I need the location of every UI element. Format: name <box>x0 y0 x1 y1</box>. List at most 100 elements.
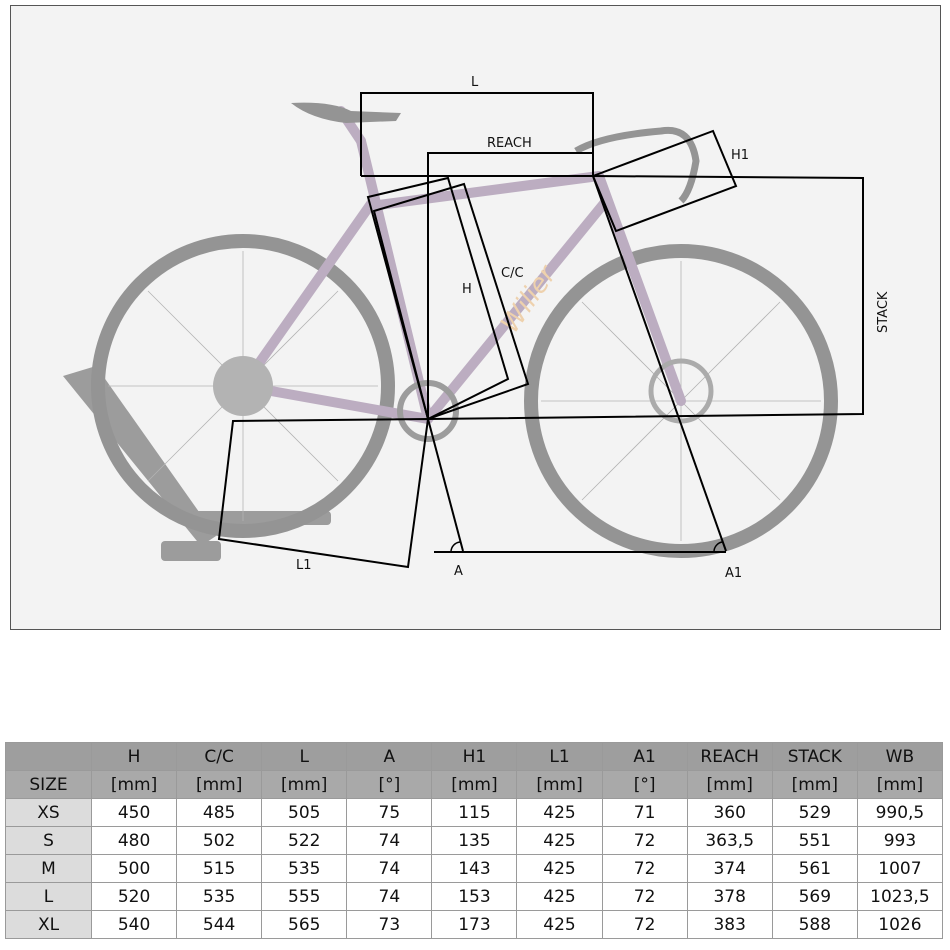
bike-illustration: Wilier L REACH H1 STACK C/C H L1 A A1 <box>63 75 891 581</box>
angle-a1-arc <box>713 541 723 553</box>
value-cell: 588 <box>771 910 858 939</box>
value-cell: 993 <box>856 826 944 855</box>
table-row: XS 450 485 505 75 115 425 71 360 529 990,5 <box>5 798 944 827</box>
h-box <box>372 182 530 421</box>
value-cell: 529 <box>771 798 858 827</box>
unit-header: [mm] <box>516 770 603 799</box>
header-blank <box>5 742 92 771</box>
column-header: REACH <box>686 742 773 771</box>
size-cell: M <box>5 854 92 883</box>
value-cell: 520 <box>90 882 178 911</box>
table-row: L 520 535 555 74 153 425 72 378 569 1023,5 <box>5 882 944 911</box>
table-row: S 480 502 522 74 135 425 72 363,5 551 993 <box>5 826 944 855</box>
label-l1: L1 <box>296 558 312 573</box>
value-cell: 500 <box>90 854 178 883</box>
column-header: A1 <box>601 742 688 771</box>
value-cell: 561 <box>771 854 858 883</box>
value-cell: 485 <box>176 798 263 827</box>
value-cell: 450 <box>90 798 178 827</box>
value-cell: 540 <box>90 910 178 939</box>
l-box <box>360 92 594 176</box>
disc-rotor <box>648 358 714 424</box>
unit-header: [mm] <box>686 770 773 799</box>
bike-stand <box>63 366 331 561</box>
value-cell: 378 <box>686 882 773 911</box>
value-cell: 515 <box>176 854 263 883</box>
value-cell: 135 <box>431 826 518 855</box>
value-cell: 1026 <box>856 910 944 939</box>
value-cell: 72 <box>601 854 688 883</box>
label-reach: REACH <box>487 136 532 151</box>
column-header: L1 <box>516 742 603 771</box>
value-cell: 74 <box>346 882 433 911</box>
label-a: A <box>454 564 463 579</box>
column-header: WB <box>856 742 944 771</box>
value-cell: 383 <box>686 910 773 939</box>
table-row: M 500 515 535 74 143 425 72 374 561 1007 <box>5 854 944 883</box>
geometry-table: H C/C L A H1 L1 A1 REACH STACK WB SIZE [mm] [mm] [mm… <box>5 742 944 939</box>
stack-box <box>427 175 864 420</box>
value-cell: 143 <box>431 854 518 883</box>
value-cell: 551 <box>771 826 858 855</box>
size-cell: XL <box>5 910 92 939</box>
column-header: H1 <box>431 742 518 771</box>
unit-header: [mm] <box>261 770 348 799</box>
saddle <box>291 102 401 123</box>
column-header: H <box>90 742 178 771</box>
unit-header: [mm] <box>176 770 263 799</box>
value-cell: 425 <box>516 910 603 939</box>
value-cell: 1007 <box>856 854 944 883</box>
value-cell: 115 <box>431 798 518 827</box>
l1-box <box>217 417 430 569</box>
value-cell: 74 <box>346 854 433 883</box>
column-header: STACK <box>771 742 858 771</box>
value-cell: 425 <box>516 854 603 883</box>
unit-header: [mm] <box>856 770 944 799</box>
value-cell: 75 <box>346 798 433 827</box>
value-cell: 480 <box>90 826 178 855</box>
label-cc: C/C <box>501 266 524 281</box>
value-cell: 555 <box>261 882 348 911</box>
cassette <box>213 356 273 416</box>
size-cell: XS <box>5 798 92 827</box>
value-cell: 535 <box>261 854 348 883</box>
unit-header: [mm] <box>431 770 518 799</box>
angle-a-arc <box>450 541 461 553</box>
rear-wheel <box>91 234 395 538</box>
geometry-diagram: Wilier L REACH H1 STACK C/C H L1 A A1 <box>10 5 941 630</box>
value-cell: 990,5 <box>856 798 944 827</box>
geometry-lines <box>217 92 864 569</box>
value-cell: 535 <box>176 882 263 911</box>
unit-header: [mm] <box>771 770 858 799</box>
label-h: H <box>462 282 472 297</box>
value-cell: 522 <box>261 826 348 855</box>
label-l: L <box>471 75 479 90</box>
size-cell: S <box>5 826 92 855</box>
value-cell: 505 <box>261 798 348 827</box>
seat-angle-line <box>427 418 464 552</box>
label-stack: STACK <box>876 291 891 333</box>
column-header: C/C <box>176 742 263 771</box>
value-cell: 71 <box>601 798 688 827</box>
value-cell: 73 <box>346 910 433 939</box>
value-cell: 153 <box>431 882 518 911</box>
header-row: H C/C L A H1 L1 A1 REACH STACK WB <box>5 742 944 771</box>
value-cell: 425 <box>516 798 603 827</box>
value-cell: 360 <box>686 798 773 827</box>
value-cell: 173 <box>431 910 518 939</box>
unit-header: [mm] <box>90 770 178 799</box>
size-header: SIZE <box>5 770 92 799</box>
value-cell: 425 <box>516 826 603 855</box>
value-cell: 363,5 <box>686 826 773 855</box>
unit-header: [°] <box>601 770 688 799</box>
value-cell: 425 <box>516 882 603 911</box>
size-cell: L <box>5 882 92 911</box>
value-cell: 544 <box>176 910 263 939</box>
column-header: A <box>346 742 433 771</box>
reach-box <box>427 152 594 419</box>
value-cell: 502 <box>176 826 263 855</box>
value-cell: 72 <box>601 882 688 911</box>
label-h1: H1 <box>731 148 749 163</box>
spokes <box>108 251 821 541</box>
value-cell: 74 <box>346 826 433 855</box>
